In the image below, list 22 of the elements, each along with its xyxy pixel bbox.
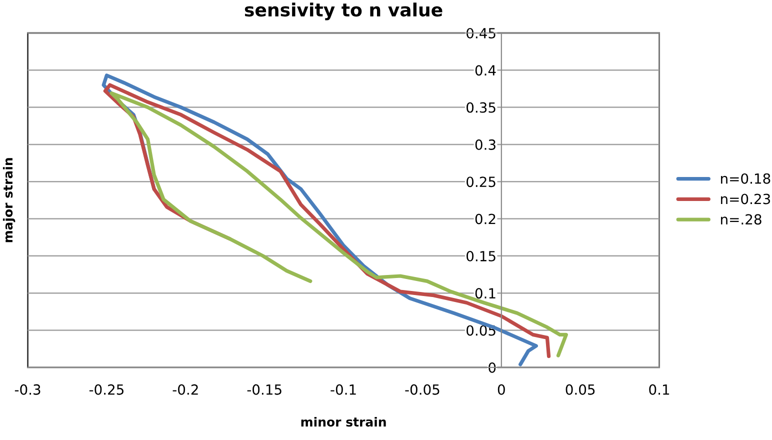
y-tick-label: 0.2: [475, 214, 496, 224]
x-tick-label: -0.15: [247, 384, 282, 395]
x-tick-label: -0.05: [405, 384, 440, 395]
x-tick-label: -0.25: [89, 384, 124, 395]
legend-label: n=.28: [721, 214, 762, 225]
x-tick-label: 0: [498, 384, 505, 395]
x-tick-label: -0.2: [172, 384, 198, 395]
y-tick-label: 0.3: [475, 139, 496, 150]
legend-label: n=0.23: [721, 194, 770, 204]
x-tick-label: 0.1: [649, 384, 670, 395]
y-axis-title: major strain: [2, 158, 16, 242]
chart-title: sensivity to n value: [244, 2, 442, 20]
legend-label: n=0.18: [721, 173, 770, 184]
y-tick-label: 0.1: [475, 288, 496, 299]
y-tick-label: 0.15: [466, 250, 496, 262]
x-tick-label: 0.05: [566, 384, 595, 395]
y-tick-label: 0.4: [475, 65, 496, 76]
y-tick-label: 0.25: [466, 176, 496, 188]
x-tick-label: -0.3: [14, 384, 40, 395]
y-tick-label: 0.35: [466, 102, 496, 113]
x-axis-title: minor strain: [301, 416, 386, 427]
x-tick-label: -0.1: [330, 384, 356, 395]
